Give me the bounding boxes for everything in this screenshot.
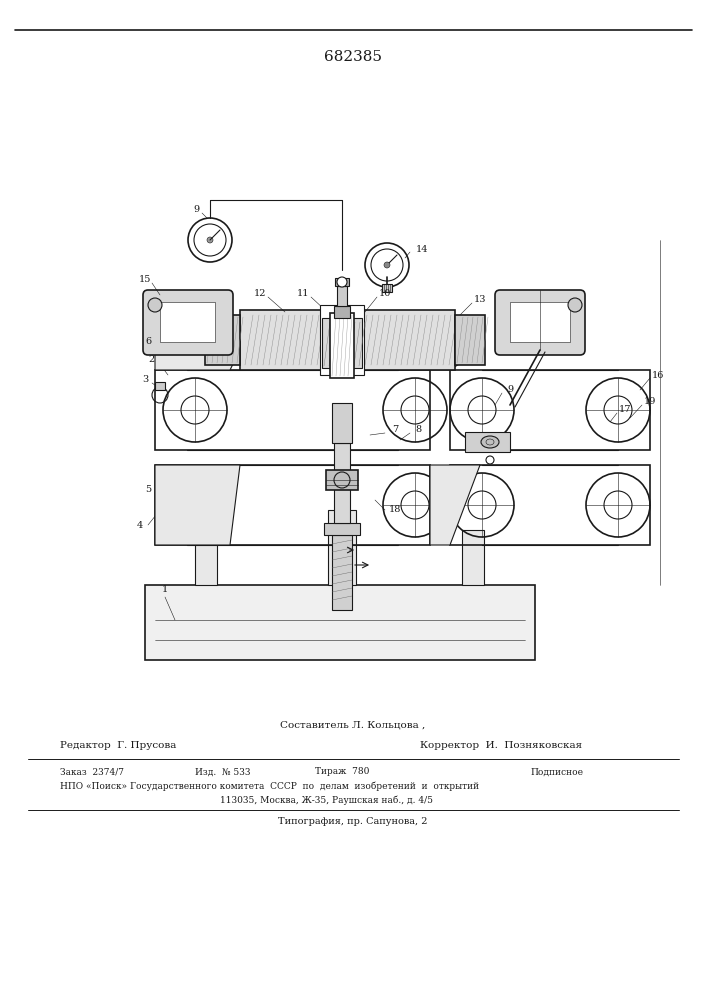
Bar (326, 470, 358, 490)
Bar (320, 305, 364, 375)
Polygon shape (155, 465, 240, 545)
Text: Тираж  780: Тираж 780 (315, 768, 369, 776)
Bar (465, 432, 510, 452)
Text: Подписное: Подписное (530, 768, 583, 776)
Bar (330, 313, 354, 378)
Polygon shape (430, 350, 480, 370)
Text: 18: 18 (389, 506, 401, 514)
Circle shape (568, 298, 582, 312)
Bar (337, 286, 347, 306)
Text: Заказ  2374/7: Заказ 2374/7 (60, 768, 124, 776)
Bar (322, 318, 362, 368)
Bar (334, 443, 350, 523)
Bar (334, 306, 350, 318)
Bar (324, 523, 360, 535)
Bar (450, 465, 650, 545)
Text: 7: 7 (392, 426, 398, 434)
Text: 682385: 682385 (324, 50, 382, 64)
Text: 10: 10 (379, 290, 391, 298)
Circle shape (148, 298, 162, 312)
Text: 6: 6 (145, 338, 151, 347)
Text: 11: 11 (297, 290, 309, 298)
FancyBboxPatch shape (495, 290, 585, 355)
Text: 9: 9 (507, 385, 513, 394)
FancyBboxPatch shape (143, 290, 233, 355)
Bar (462, 530, 484, 585)
Bar (510, 302, 570, 342)
Bar (332, 403, 352, 443)
Bar (155, 465, 430, 545)
Text: Составитель Л. Кольцова ,: Составитель Л. Кольцова , (281, 720, 426, 730)
Bar (155, 370, 430, 450)
Bar (382, 284, 392, 292)
Bar (205, 315, 240, 365)
Text: 4: 4 (137, 520, 143, 530)
Ellipse shape (481, 436, 499, 448)
Bar (195, 525, 217, 585)
Bar (332, 535, 352, 610)
Text: НПО «Поиск» Государственного комитета  СССР  по  делам  изобретений  и  открытий: НПО «Поиск» Государственного комитета СС… (60, 781, 479, 791)
Bar (240, 310, 455, 370)
Text: 19: 19 (644, 397, 656, 406)
Bar (335, 278, 349, 286)
Text: Типография, пр. Сапунова, 2: Типография, пр. Сапунова, 2 (279, 818, 428, 826)
Circle shape (337, 277, 347, 287)
Text: 9: 9 (193, 206, 199, 215)
Text: Корректор  И.  Позняковская: Корректор И. Позняковская (420, 742, 582, 750)
Text: 13: 13 (474, 296, 486, 304)
Text: 15: 15 (139, 275, 151, 284)
Bar (455, 315, 485, 365)
Bar (155, 382, 165, 390)
Text: 1: 1 (162, 585, 168, 594)
Text: 16: 16 (652, 370, 664, 379)
Text: 2: 2 (149, 356, 155, 364)
Text: Изд.  № 533: Изд. № 533 (195, 768, 250, 776)
Text: 14: 14 (416, 245, 428, 254)
Text: 8: 8 (415, 426, 421, 434)
Text: Редактор  Г. Прусова: Редактор Г. Прусова (60, 742, 176, 750)
Bar (328, 510, 356, 585)
Text: 5: 5 (145, 486, 151, 494)
Bar (450, 370, 650, 450)
Bar (160, 302, 215, 342)
Bar (145, 585, 535, 660)
Polygon shape (155, 350, 240, 370)
Circle shape (384, 262, 390, 268)
Text: 113035, Москва, Ж-35, Раушская наб., д. 4/5: 113035, Москва, Ж-35, Раушская наб., д. … (220, 795, 433, 805)
Text: 12: 12 (254, 290, 267, 298)
Circle shape (207, 237, 213, 243)
Text: 17: 17 (619, 406, 631, 414)
Text: 3: 3 (142, 375, 148, 384)
Polygon shape (430, 465, 480, 545)
